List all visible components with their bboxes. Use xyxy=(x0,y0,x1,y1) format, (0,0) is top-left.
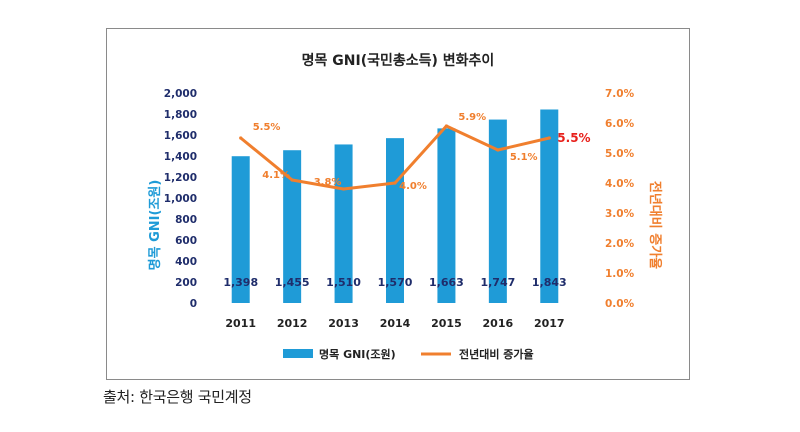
chart-title: 명목 GNI(국민총소득) 변화추이 xyxy=(302,52,495,69)
right-axis-tick-label: 5.0% xyxy=(605,148,635,160)
left-axis-tick-label: 400 xyxy=(175,256,197,268)
x-axis-tick-label: 2014 xyxy=(380,317,411,330)
line-value-label: 5.5% xyxy=(253,122,281,133)
bar-value-label: 1,510 xyxy=(326,276,361,289)
line-point xyxy=(547,136,551,140)
bar-series: 1,398 1,455 1,510 1,570 1,663 1,747 1,843 xyxy=(223,109,567,303)
right-axis-tick-label: 0.0% xyxy=(605,298,635,310)
bar-value-label: 1,455 xyxy=(275,276,310,289)
left-axis-tick-label: 1,800 xyxy=(164,109,197,121)
legend: 명목 GNI(조원) 전년대비 증가율 xyxy=(283,347,534,361)
left-axis-tick-label: 1,600 xyxy=(164,130,197,142)
line-value-label: 4.0% xyxy=(399,181,427,192)
legend-bar-label: 명목 GNI(조원) xyxy=(319,347,396,361)
left-axis-tick-label: 1,200 xyxy=(164,172,197,184)
line-value-label: 4.1% xyxy=(262,170,290,181)
left-axis-tick-label: 800 xyxy=(175,214,197,226)
x-axis-tick-label: 2015 xyxy=(431,317,462,330)
right-axis-tick-label: 3.0% xyxy=(605,208,635,220)
right-axis-tick-label: 7.0% xyxy=(605,88,635,100)
line-point xyxy=(239,136,243,140)
line-point xyxy=(393,181,397,185)
left-axis-tick-label: 600 xyxy=(175,235,197,247)
bar-value-label: 1,663 xyxy=(429,276,464,289)
right-axis-ticks: 0.0% 1.0% 2.0% 3.0% 4.0% 5.0% 6.0% 7.0% xyxy=(605,88,635,310)
left-axis-tick-label: 200 xyxy=(175,277,197,289)
line-point xyxy=(444,124,449,128)
legend-line-label: 전년대비 증가율 xyxy=(459,347,534,361)
x-axis-tick-label: 2011 xyxy=(225,317,256,330)
right-axis-tick-label: 1.0% xyxy=(605,268,635,280)
left-axis-tick-label: 1,400 xyxy=(164,151,197,163)
source-note: 출처: 한국은행 국민계정 xyxy=(103,388,252,406)
line-series: 5.5% 4.1% 3.8% 4.0% 5.9% 5.1% 5.5% xyxy=(239,112,591,192)
bar xyxy=(437,128,456,303)
x-axis-tick-label: 2012 xyxy=(277,317,308,330)
left-axis-tick-label: 1,000 xyxy=(164,193,197,205)
chart: 명목 GNI(국민총소득) 변화추이 0 200 400 600 800 1,000 1,2… xyxy=(147,52,663,361)
bar xyxy=(488,119,507,303)
x-axis-tick-label: 2017 xyxy=(534,317,565,330)
bar-value-label: 1,843 xyxy=(532,276,567,289)
line-value-label: 5.5% xyxy=(557,131,590,145)
legend-bar-swatch xyxy=(283,349,313,358)
left-axis-ticks: 0 200 400 600 800 1,000 1,200 1,400 1,600 1,800 2,… xyxy=(164,88,197,310)
right-axis-tick-label: 2.0% xyxy=(605,238,635,250)
line-value-label: 5.1% xyxy=(510,152,538,163)
left-axis-tick-label: 2,000 xyxy=(164,88,197,100)
bar xyxy=(334,144,353,303)
x-axis-tick-label: 2016 xyxy=(483,317,514,330)
x-axis-tick-label: 2013 xyxy=(328,317,359,330)
x-axis-ticks: 2011 2012 2013 2014 2015 2016 2017 xyxy=(225,317,564,330)
chart-frame: 명목 GNI(국민총소득) 변화추이 0 200 400 600 800 1,000 1,2… xyxy=(106,28,690,380)
left-axis-title: 명목 GNI(조원) xyxy=(147,180,163,271)
bar xyxy=(283,150,302,303)
line-point xyxy=(496,148,500,152)
right-axis-tick-label: 4.0% xyxy=(605,178,635,190)
line-value-label: 3.8% xyxy=(314,177,342,188)
right-axis-tick-label: 6.0% xyxy=(605,118,635,130)
line-value-label: 5.9% xyxy=(458,112,486,123)
bar-value-label: 1,747 xyxy=(480,276,515,289)
bar-value-label: 1,398 xyxy=(223,276,258,289)
bar xyxy=(231,156,250,303)
line-point xyxy=(290,178,294,182)
right-axis-title: 전년대비 증가율 xyxy=(647,181,663,269)
left-axis-tick-label: 0 xyxy=(190,298,197,310)
line-point xyxy=(341,187,346,191)
bar-value-label: 1,570 xyxy=(378,276,413,289)
bar xyxy=(540,109,559,303)
